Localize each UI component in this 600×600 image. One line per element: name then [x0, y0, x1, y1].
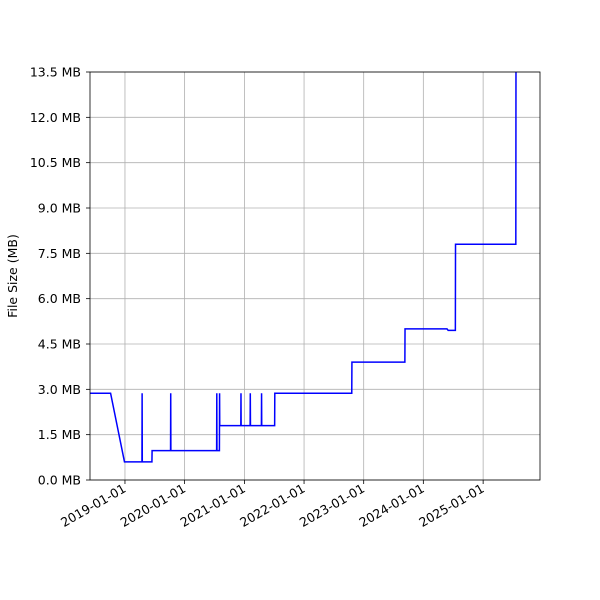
x-tick-label: 2024-01-01 [356, 481, 426, 530]
x-axis: 2019-01-012020-01-012021-01-012022-01-01… [58, 480, 487, 530]
y-tick-label: 12.0 MB [30, 110, 81, 125]
series-line [90, 71, 517, 463]
x-tick-label: 2025-01-01 [416, 481, 486, 530]
y-tick-label: 1.5 MB [38, 427, 81, 442]
y-tick-label: 4.5 MB [38, 337, 81, 352]
y-axis: 0.0 MB 1.5 MB 3.0 MB 4.5 MB 6.0 MB 7.5 MB 9.0 … [30, 65, 90, 488]
y-tick-label: 0.0 MB [38, 473, 81, 488]
plot-frame [89, 71, 541, 481]
y-axis-label: File Size (MB) [5, 234, 20, 318]
y-tick-label: 13.5 MB [30, 65, 81, 80]
y-tick-label: 6.0 MB [38, 291, 81, 306]
x-tick-label: 2020-01-01 [118, 481, 188, 530]
y-tick-label: 9.0 MB [38, 201, 81, 216]
x-tick-label: 2019-01-01 [58, 481, 128, 530]
grid-layer [90, 71, 540, 481]
y-tick-label: 7.5 MB [38, 246, 81, 261]
y-tick-label: 10.5 MB [30, 155, 81, 170]
x-tick-label: 2023-01-01 [297, 481, 367, 530]
x-tick-label: 2022-01-01 [237, 481, 307, 530]
x-tick-label: 2021-01-01 [177, 481, 247, 530]
y-tick-label: 3.0 MB [38, 382, 81, 397]
series-layer [90, 71, 517, 463]
